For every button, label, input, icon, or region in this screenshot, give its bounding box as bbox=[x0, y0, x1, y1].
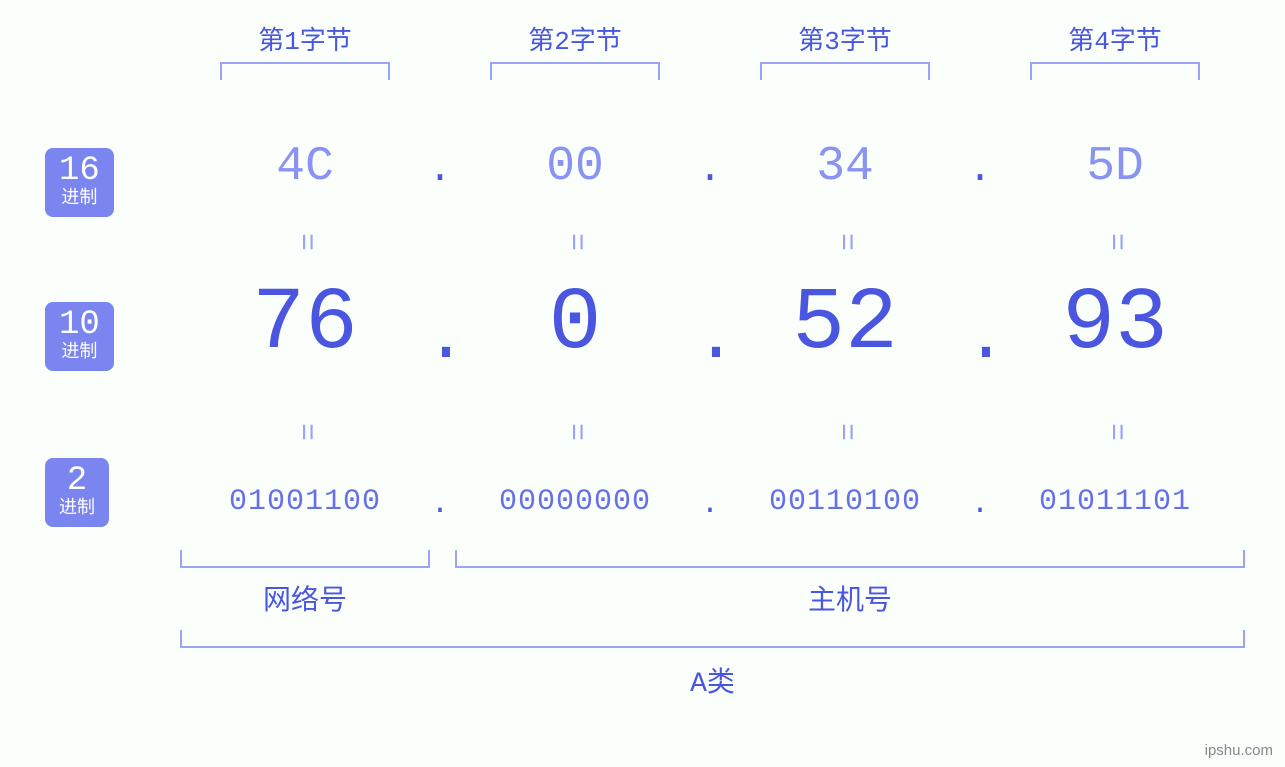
hex-dot-2: . bbox=[695, 148, 725, 193]
bin-byte-4: 01011101 bbox=[985, 485, 1245, 519]
class-bracket bbox=[180, 630, 1245, 648]
base-badge-dec: 10 进制 bbox=[45, 302, 114, 371]
watermark: ipshu.com bbox=[1205, 742, 1273, 759]
base-badge-hex: 16 进制 bbox=[45, 148, 114, 217]
network-bracket bbox=[180, 550, 430, 568]
host-bracket bbox=[455, 550, 1245, 568]
base-num-hex: 16 bbox=[59, 154, 100, 190]
equals-2-1: = bbox=[288, 302, 322, 562]
bin-dot-1: . bbox=[425, 488, 455, 522]
class-label: A类 bbox=[180, 660, 1245, 700]
network-label: 网络号 bbox=[180, 578, 430, 618]
base-badge-bin: 2 进制 bbox=[45, 458, 109, 527]
bin-byte-3: 00110100 bbox=[715, 485, 975, 519]
byte-bracket-3 bbox=[760, 62, 930, 80]
bin-dot-3: . bbox=[965, 488, 995, 522]
byte-bracket-2 bbox=[490, 62, 660, 80]
byte-header-4: 第4字节 bbox=[985, 20, 1245, 57]
bin-byte-1: 01001100 bbox=[175, 485, 435, 519]
hex-dot-1: . bbox=[425, 148, 455, 193]
base-num-dec: 10 bbox=[59, 308, 100, 344]
bin-dot-2: . bbox=[695, 488, 725, 522]
base-txt-bin: 进制 bbox=[59, 500, 95, 519]
equals-2-2: = bbox=[558, 302, 592, 562]
equals-2-4: = bbox=[1098, 302, 1132, 562]
byte-bracket-4 bbox=[1030, 62, 1200, 80]
byte-header-1: 第1字节 bbox=[175, 20, 435, 57]
equals-2-3: = bbox=[828, 302, 862, 562]
host-label: 主机号 bbox=[455, 578, 1245, 618]
dec-dot-1: . bbox=[425, 300, 455, 379]
dec-dot-3: . bbox=[965, 300, 995, 379]
hex-dot-3: . bbox=[965, 148, 995, 193]
byte-bracket-1 bbox=[220, 62, 390, 80]
byte-header-2: 第2字节 bbox=[445, 20, 705, 57]
dec-dot-2: . bbox=[695, 300, 725, 379]
base-txt-hex: 进制 bbox=[59, 190, 100, 209]
base-num-bin: 2 bbox=[59, 464, 95, 500]
bin-byte-2: 00000000 bbox=[445, 485, 705, 519]
byte-header-3: 第3字节 bbox=[715, 20, 975, 57]
base-txt-dec: 进制 bbox=[59, 344, 100, 363]
